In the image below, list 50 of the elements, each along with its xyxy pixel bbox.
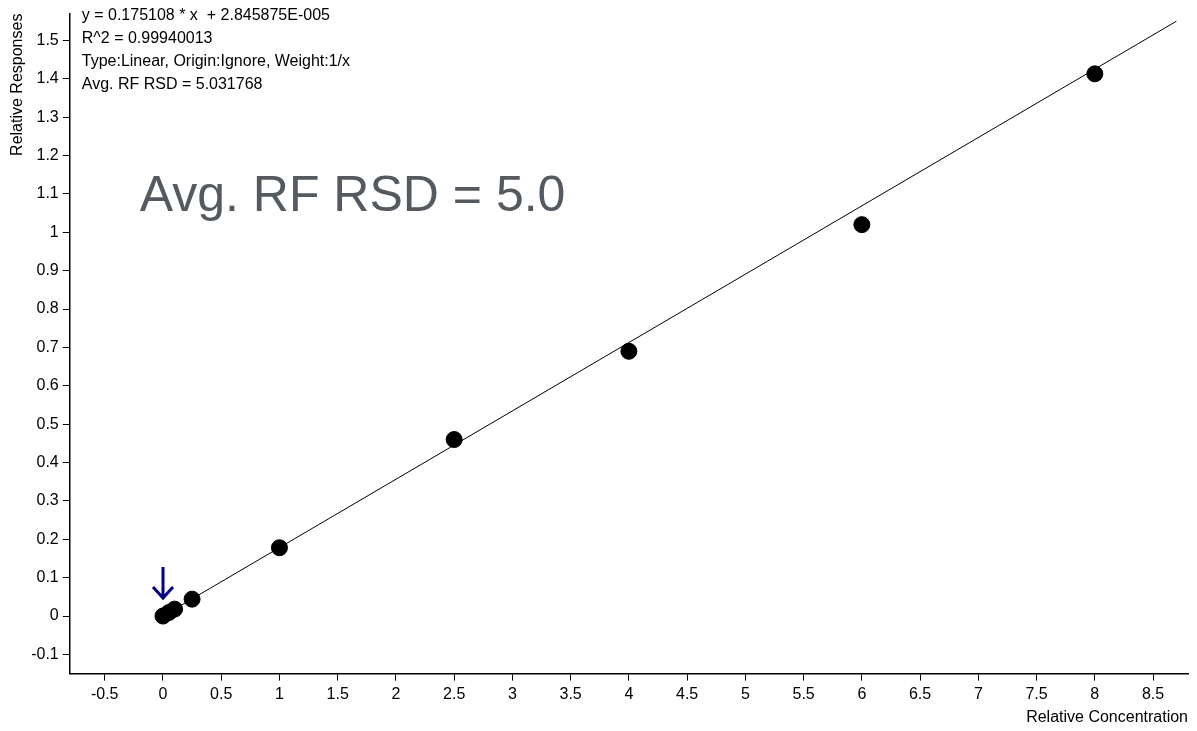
y-tick-label: 1.3 bbox=[36, 107, 59, 125]
y-tick-label: 0.1 bbox=[36, 568, 59, 586]
y-tick-label: 0.5 bbox=[36, 414, 59, 432]
x-tick-label: 3 bbox=[507, 684, 517, 702]
annotation: Type:Linear, Origin:Ignore, Weight:1/x bbox=[81, 52, 351, 70]
x-tick-label: 2 bbox=[391, 684, 401, 702]
x-tick-label: 2.5 bbox=[443, 684, 466, 702]
y-tick-label: 0 bbox=[49, 606, 59, 624]
x-tick-label: 8.5 bbox=[1141, 684, 1165, 702]
y-tick-label: 0.6 bbox=[36, 376, 59, 394]
point bbox=[183, 590, 201, 608]
annotation: Avg. RF RSD = 5.031768 bbox=[81, 75, 263, 93]
point bbox=[166, 600, 184, 618]
y-tick-label: 1.2 bbox=[36, 145, 59, 163]
x-tick-label: 5 bbox=[740, 684, 750, 702]
y-tick-label: 1.4 bbox=[36, 69, 59, 87]
y-tick-label: 0.8 bbox=[36, 299, 59, 317]
y-tick-label: 0.2 bbox=[36, 529, 59, 547]
y-axis-title: Relative Responses bbox=[8, 13, 26, 156]
x-tick-label: 1.5 bbox=[326, 684, 349, 702]
y-tick-label: 1.1 bbox=[36, 184, 59, 202]
x-tick-label: 7.5 bbox=[1025, 684, 1048, 702]
x-tick-label: 0 bbox=[158, 684, 168, 702]
y-tick-label: 0.3 bbox=[36, 491, 59, 509]
point bbox=[853, 216, 871, 234]
x-tick-label: 7 bbox=[973, 684, 983, 702]
x-tick-label: 0.5 bbox=[210, 684, 233, 702]
y-tick-label: 0.7 bbox=[36, 337, 59, 355]
point bbox=[270, 539, 288, 557]
point bbox=[445, 431, 463, 449]
annotation: Avg. RF RSD = 5.0 bbox=[139, 165, 566, 222]
x-tick-label: 8 bbox=[1090, 684, 1100, 702]
x-tick-label: 3.5 bbox=[559, 684, 582, 702]
x-tick-label: 4.5 bbox=[676, 684, 699, 702]
y-tick-label: -0.1 bbox=[31, 644, 59, 662]
x-tick-label: 5.5 bbox=[792, 684, 815, 702]
point bbox=[1086, 65, 1104, 83]
x-tick-label: 6.5 bbox=[908, 684, 932, 702]
x-axis-title: Relative Concentration bbox=[1026, 707, 1188, 725]
y-tick-label: 1.5 bbox=[36, 30, 59, 48]
y-tick-label: 0.9 bbox=[36, 261, 59, 279]
annotation: R^2 = 0.99940013 bbox=[81, 29, 213, 47]
x-tick-label: 6 bbox=[857, 684, 867, 702]
point bbox=[620, 342, 638, 360]
y-tick-label: 1 bbox=[49, 222, 59, 240]
y-tick-label: 0.4 bbox=[36, 452, 59, 470]
annotation: y = 0.175108 * x + 2.845875E-005 bbox=[81, 6, 331, 24]
x-tick-label: -0.5 bbox=[90, 684, 119, 702]
x-tick-label: 4 bbox=[624, 684, 634, 702]
x-tick-label: 1 bbox=[274, 684, 284, 702]
